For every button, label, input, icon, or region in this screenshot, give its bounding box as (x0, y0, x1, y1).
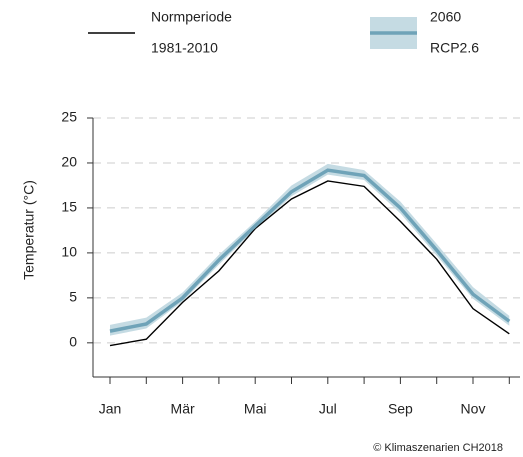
legend-label: RCP2.6 (430, 40, 479, 56)
range-band (110, 163, 510, 336)
x-tick-label: Jul (319, 401, 337, 417)
y-tick-label: 25 (61, 109, 77, 125)
series-line (109, 180, 510, 347)
x-tick-label: Nov (461, 401, 486, 417)
series-line (109, 168, 511, 333)
y-axis-label: Temperatur (°C) (21, 180, 37, 280)
x-tick-label: Sep (388, 401, 413, 417)
y-tick-label: 20 (61, 154, 77, 170)
legend-label: Normperiode (151, 9, 232, 25)
y-tick-label: 0 (69, 334, 77, 350)
y-tick-label: 10 (61, 244, 77, 260)
legend-label: 1981-2010 (151, 40, 218, 56)
legend-label: 2060 (430, 9, 461, 25)
credit: © Klimaszenarien CH2018 (373, 442, 503, 454)
x-tick-label: Mai (244, 401, 267, 417)
y-tick-label: 15 (61, 199, 77, 215)
x-tick-label: Jan (99, 401, 122, 417)
y-tick-label: 5 (69, 289, 77, 305)
x-tick-label: Mär (171, 401, 195, 417)
